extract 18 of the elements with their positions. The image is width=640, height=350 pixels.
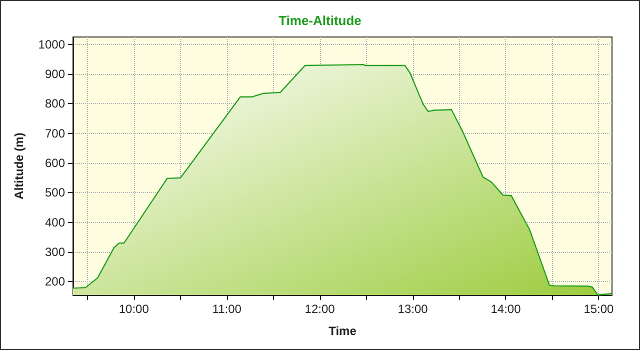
y-tick-label: 900 xyxy=(44,67,66,82)
y-tick-label: 500 xyxy=(44,186,66,200)
y-tick-label: 400 xyxy=(44,215,66,230)
x-tick-label: 13:00 xyxy=(398,302,428,316)
y-axis-title: Altitude (m) xyxy=(12,132,26,200)
y-tick-label: 600 xyxy=(44,156,66,170)
x-tick-label: 10:00 xyxy=(118,302,150,316)
y-tick-label: 300 xyxy=(44,245,66,259)
x-axis-title: Time xyxy=(328,324,357,338)
x-tick-label: 11:00 xyxy=(212,302,242,316)
x-tick-label: 15:00 xyxy=(584,302,614,316)
y-tick-label: 800 xyxy=(44,96,66,111)
y-tick-label: 200 xyxy=(44,274,66,289)
x-tick-label: 12:00 xyxy=(304,302,336,316)
x-tick-label: 14:00 xyxy=(490,302,522,316)
y-tick-label: 700 xyxy=(44,126,66,140)
chart-title: Time-Altitude xyxy=(278,13,362,28)
y-tick-label: 1000 xyxy=(38,37,66,52)
